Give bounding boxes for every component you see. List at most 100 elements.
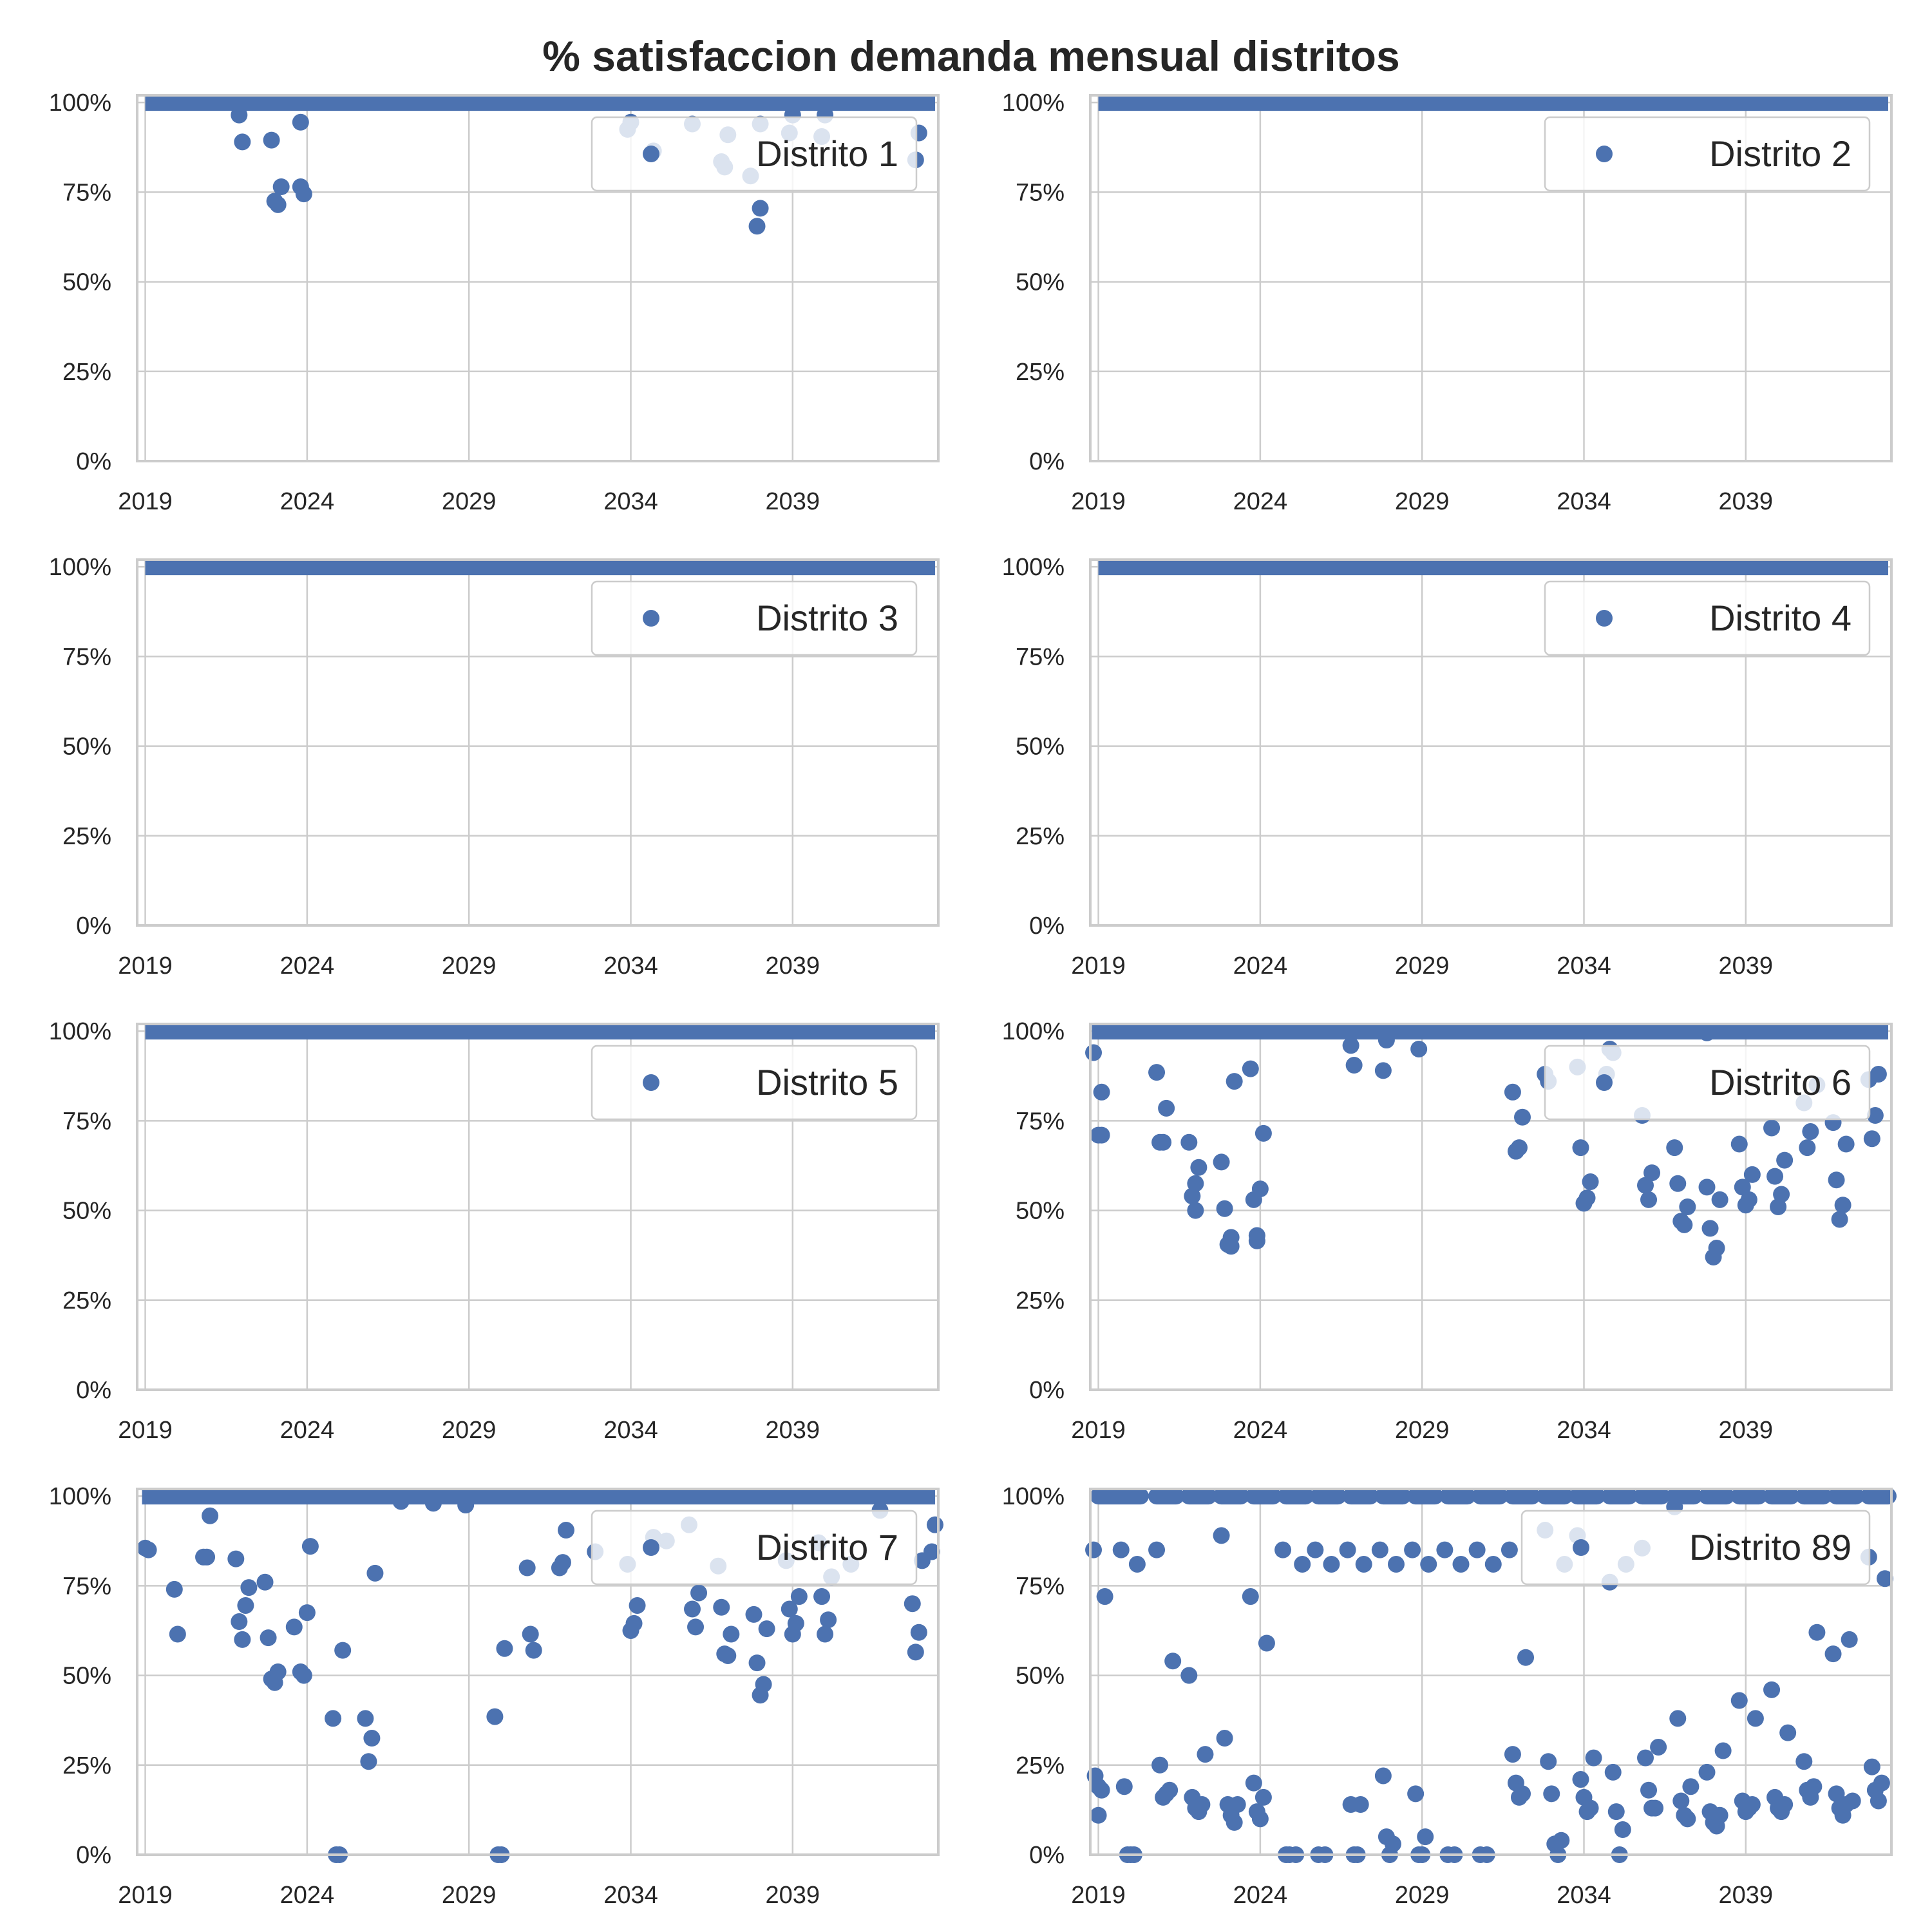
data-point (758, 1620, 775, 1638)
y-tick-label: 75% (62, 643, 111, 670)
y-tick-label: 50% (1016, 269, 1065, 296)
data-point (1844, 1792, 1861, 1810)
y-tick-label: 0% (76, 448, 111, 475)
data-point (1799, 1139, 1816, 1157)
x-tick-label: 2039 (766, 488, 820, 515)
y-tick-label: 0% (76, 1842, 111, 1869)
data-point (1553, 1832, 1570, 1849)
data-point (522, 1625, 539, 1643)
data-point (1640, 1191, 1658, 1208)
y-tick-label: 100% (49, 554, 111, 581)
data-point (690, 1584, 708, 1602)
data-point (557, 1522, 574, 1539)
x-tick-label: 2029 (1395, 488, 1450, 515)
data-point (166, 1580, 183, 1598)
data-point (1193, 1796, 1211, 1814)
y-tick-label: 50% (62, 269, 111, 296)
data-point (1743, 1166, 1761, 1183)
data-point (1213, 1527, 1230, 1544)
data-point (234, 133, 251, 151)
data-point (1585, 1749, 1602, 1766)
x-tick-label: 2039 (1719, 1882, 1774, 1909)
y-tick-label: 75% (62, 1573, 111, 1600)
data-point (1828, 1785, 1845, 1803)
x-tick-label: 2034 (603, 952, 658, 980)
x-tick-label: 2029 (1395, 1417, 1450, 1444)
y-tick-label: 0% (1029, 1842, 1065, 1869)
data-point (1682, 1778, 1700, 1795)
panel-3: 0% 25% 50% 75% 100% 2019 2024 2029 2034 2039 Distr… (49, 554, 940, 980)
axes-frame (1089, 94, 1893, 462)
x-tick-label: 2019 (1071, 1417, 1126, 1444)
data-point (1730, 1692, 1748, 1709)
legend-label: Distrito 2 (1709, 133, 1852, 174)
data-point (1161, 1781, 1179, 1799)
data-point (923, 1543, 940, 1560)
data-point (1180, 1667, 1198, 1684)
x-tick-label: 2019 (118, 952, 173, 980)
data-point (1164, 1653, 1182, 1670)
y-tick-label: 25% (1016, 1287, 1065, 1314)
y-tick-label: 50% (62, 1663, 111, 1690)
data-point (1517, 1649, 1535, 1666)
data-point (1572, 1771, 1589, 1788)
x-tick-label: 2019 (118, 488, 173, 515)
x-tick-label: 2039 (766, 1417, 820, 1444)
x-tick-label: 2024 (1233, 952, 1288, 980)
x-tick-label: 2039 (1719, 952, 1774, 980)
axes-frame (1089, 558, 1893, 927)
panel-8: 0% 25% 50% 75% 100% 2019 2024 2029 2034 2039 Distr… (1002, 1483, 1897, 1909)
legend-box (591, 116, 918, 192)
x-tick-label: 2034 (1557, 488, 1611, 515)
data-point (790, 1588, 808, 1605)
data-point (1714, 1742, 1732, 1759)
x-tick-label: 2034 (1557, 952, 1611, 980)
axes-frame (1089, 1488, 1893, 1856)
legend-box (591, 1510, 918, 1586)
data-point (1345, 1057, 1363, 1074)
x-tick-label: 2039 (766, 1882, 820, 1909)
data-point (1112, 1541, 1130, 1558)
data-point (202, 1507, 219, 1524)
data-point (748, 1654, 766, 1672)
y-tick-label: 25% (62, 823, 111, 850)
x-tick-label: 2019 (1071, 1882, 1126, 1909)
legend-label: Distrito 6 (1709, 1062, 1852, 1103)
baseline-points-100pct (142, 1488, 935, 1505)
axes-frame (136, 1488, 940, 1856)
legend: Distrito 7 (591, 1510, 918, 1586)
data-point (1669, 1175, 1687, 1192)
data-point (1637, 1177, 1654, 1194)
y-tick-label: 100% (1002, 90, 1065, 117)
legend: Distrito 5 (591, 1045, 918, 1121)
data-point (1666, 1139, 1683, 1157)
data-point (1808, 1624, 1826, 1641)
baseline-points-100pct (1090, 1488, 1149, 1505)
y-tick-label: 75% (1016, 179, 1065, 206)
baseline-points-100pct (1730, 1488, 1767, 1505)
legend-marker (643, 1074, 659, 1091)
data-point (1242, 1060, 1259, 1077)
y-tick-label: 25% (62, 359, 111, 386)
data-point (1540, 1753, 1557, 1770)
legend-box (591, 580, 918, 656)
data-point (1085, 1541, 1103, 1558)
data-point (295, 185, 312, 203)
data-point (1514, 1108, 1531, 1126)
data-point (1294, 1555, 1311, 1573)
data-point (625, 1615, 643, 1632)
axes-frame (1089, 1023, 1893, 1391)
y-tick-label: 75% (62, 1108, 111, 1135)
baseline-points-100pct (1180, 1488, 1217, 1505)
y-tick-label: 50% (62, 734, 111, 761)
data-point (525, 1642, 542, 1659)
legend-label: Distrito 89 (1689, 1527, 1852, 1567)
x-tick-label: 2024 (1233, 1882, 1288, 1909)
data-point (518, 1559, 536, 1577)
data-point (1187, 1175, 1204, 1192)
x-tick-label: 2029 (442, 1882, 497, 1909)
y-tick-label: 25% (62, 1752, 111, 1779)
data-point (554, 1554, 571, 1571)
panel-7: 0% 25% 50% 75% 100% 2019 2024 2029 2034 2039 Distr… (49, 1483, 943, 1909)
data-point (1779, 1724, 1797, 1741)
